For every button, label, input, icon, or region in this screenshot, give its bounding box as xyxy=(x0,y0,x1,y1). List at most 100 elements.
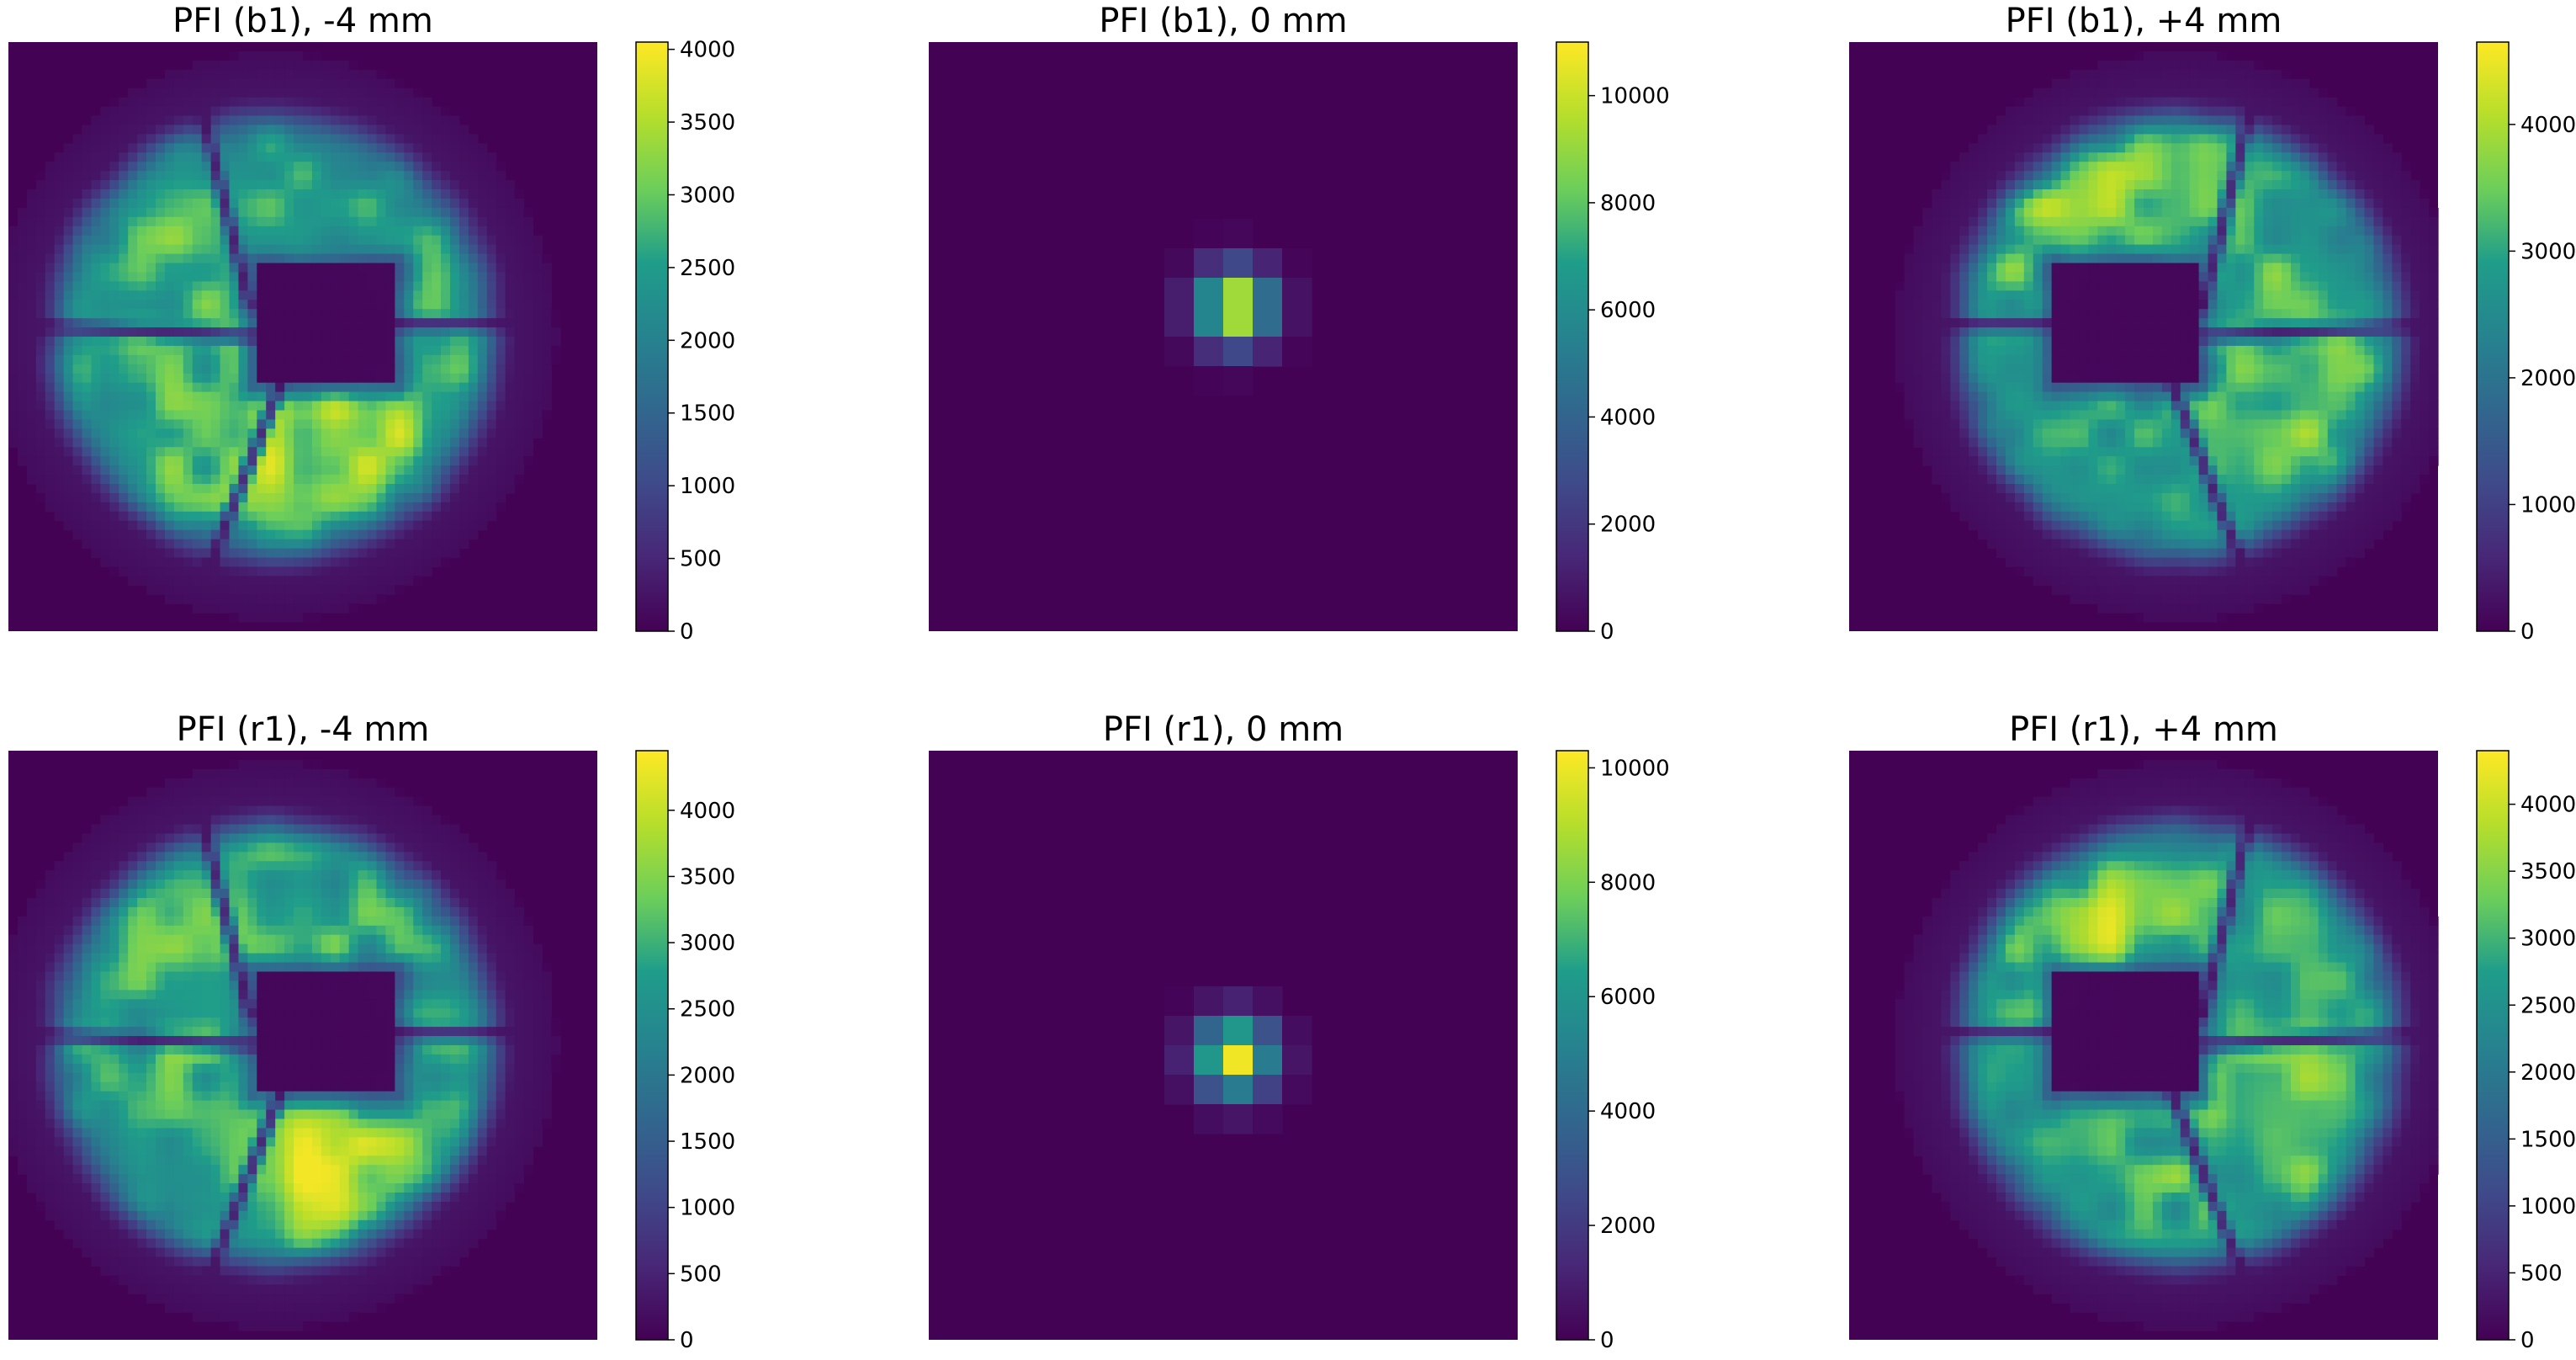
heatmap-cell xyxy=(2263,216,2273,227)
heatmap-cell xyxy=(523,419,534,429)
heatmap-cell xyxy=(2226,180,2236,190)
heatmap-cell xyxy=(72,438,83,448)
heatmap-cell xyxy=(164,548,175,559)
heatmap-cell xyxy=(330,281,341,291)
heatmap-cell xyxy=(1941,391,1951,402)
heatmap-cell xyxy=(26,309,37,319)
heatmap-cell xyxy=(35,419,46,429)
heatmap-cell xyxy=(376,143,387,153)
heatmap-cell xyxy=(128,475,138,485)
heatmap-cell xyxy=(311,125,322,135)
heatmap-cell xyxy=(1253,307,1283,337)
heatmap-cell xyxy=(284,511,294,522)
heatmap-cell xyxy=(2299,207,2310,218)
heatmap-cell xyxy=(91,438,101,448)
heatmap-cell xyxy=(321,272,331,282)
heatmap-cell xyxy=(330,97,341,108)
heatmap-cell xyxy=(146,438,156,448)
heatmap-cell xyxy=(294,557,304,568)
heatmap-cell xyxy=(2097,125,2107,135)
heatmap-cell xyxy=(238,272,248,282)
heatmap-cell xyxy=(2070,354,2080,365)
heatmap-cell xyxy=(109,373,119,384)
heatmap-cell xyxy=(229,585,240,595)
heatmap-cell xyxy=(82,207,93,218)
heatmap-cell xyxy=(2152,143,2163,153)
heatmap-cell xyxy=(2134,162,2144,172)
heatmap-cell xyxy=(2023,290,2034,300)
heatmap-cell xyxy=(2208,115,2218,126)
heatmap-cell xyxy=(413,88,423,98)
heatmap-cell xyxy=(311,364,322,375)
heatmap-cell xyxy=(1904,401,1915,412)
heatmap-cell xyxy=(2282,253,2292,264)
heatmap-cell xyxy=(1913,354,1924,365)
heatmap-cell xyxy=(404,502,414,513)
heatmap-cell xyxy=(164,180,175,190)
heatmap-cell xyxy=(1959,253,1969,264)
heatmap-cell xyxy=(2171,244,2181,255)
heatmap-cell xyxy=(477,290,488,300)
heatmap-cell xyxy=(72,447,83,457)
heatmap-cell xyxy=(2107,244,2117,255)
heatmap-cell xyxy=(26,419,37,429)
heatmap-cell xyxy=(2217,207,2228,218)
heatmap-cell xyxy=(1996,281,2006,291)
heatmap-cell xyxy=(146,585,156,595)
heatmap-cell xyxy=(477,373,488,384)
heatmap-cell xyxy=(496,253,506,264)
heatmap-cell xyxy=(2079,354,2089,365)
heatmap-cell xyxy=(201,410,212,421)
heatmap-cell xyxy=(2144,309,2154,319)
heatmap-cell xyxy=(2308,337,2319,347)
heatmap-cell xyxy=(91,456,101,466)
heatmap-cell xyxy=(229,502,240,513)
heatmap-cell xyxy=(266,447,276,457)
heatmap-cell xyxy=(266,438,276,448)
heatmap-cell xyxy=(128,401,138,412)
heatmap-cell xyxy=(294,548,304,559)
heatmap-cell xyxy=(164,520,175,531)
heatmap-cell xyxy=(2171,354,2181,365)
heatmap-cell xyxy=(2051,88,2062,98)
heatmap-cell xyxy=(2263,143,2273,153)
heatmap-cell xyxy=(2392,152,2402,162)
heatmap-cell xyxy=(63,484,74,494)
heatmap-cell xyxy=(257,484,267,494)
heatmap-cell xyxy=(2345,189,2356,199)
heatmap-cell xyxy=(35,290,46,300)
heatmap-cell xyxy=(2263,309,2273,319)
heatmap-cell xyxy=(45,465,56,475)
heatmap-cell xyxy=(303,207,313,218)
heatmap-cell xyxy=(109,198,119,209)
heatmap-cell xyxy=(173,373,184,384)
heatmap-cell xyxy=(2014,162,2025,172)
heatmap-cell xyxy=(146,484,156,494)
heatmap-cell xyxy=(477,456,488,466)
heatmap-cell xyxy=(45,162,56,172)
heatmap-cell xyxy=(2336,198,2347,209)
heatmap-cell xyxy=(2308,309,2319,319)
heatmap-cell xyxy=(229,253,240,264)
heatmap-cell xyxy=(128,309,138,319)
heatmap-cell xyxy=(1987,364,1997,375)
heatmap-cell xyxy=(505,216,516,227)
heatmap-cell xyxy=(284,594,294,604)
heatmap-cell xyxy=(109,300,119,310)
heatmap-cell xyxy=(2318,337,2329,347)
heatmap-cell xyxy=(156,244,166,255)
heatmap-cell xyxy=(2134,60,2144,71)
heatmap-cell xyxy=(376,364,387,375)
heatmap-cell xyxy=(1932,309,1942,319)
heatmap-cell xyxy=(413,300,423,310)
heatmap-cell xyxy=(2060,318,2071,328)
heatmap-cell xyxy=(432,180,442,190)
heatmap-cell xyxy=(311,272,322,282)
heatmap-cell xyxy=(2355,198,2366,209)
heatmap-cell xyxy=(413,309,423,319)
heatmap-cell xyxy=(348,226,359,236)
heatmap-cell xyxy=(311,456,322,466)
heatmap-cell xyxy=(294,309,304,319)
heatmap-cell xyxy=(486,318,497,328)
heatmap-cell xyxy=(468,391,479,402)
